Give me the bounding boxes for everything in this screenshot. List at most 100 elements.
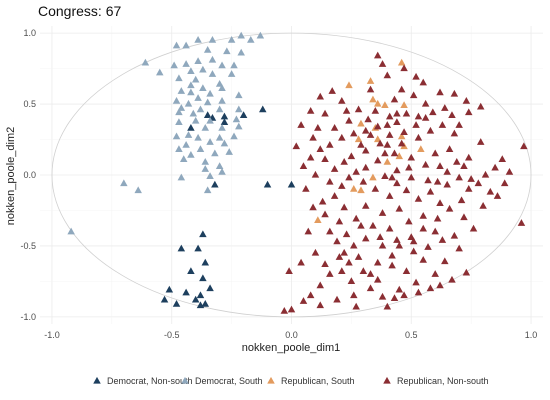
data-point — [414, 194, 423, 202]
data-point — [141, 58, 150, 66]
legend-marker — [383, 376, 391, 384]
data-point — [182, 41, 190, 49]
data-point — [383, 141, 392, 148]
data-point — [400, 291, 408, 299]
data-point — [333, 237, 341, 245]
data-point — [385, 224, 394, 232]
data-point — [431, 227, 439, 235]
data-point — [187, 267, 195, 275]
legend-label: Republican, Non-south — [397, 376, 489, 386]
data-point — [287, 180, 296, 188]
data-point — [395, 152, 404, 160]
data-point — [218, 123, 226, 131]
data-point — [285, 267, 293, 275]
data-point — [235, 91, 243, 99]
data-point — [175, 74, 183, 82]
data-point — [414, 133, 423, 141]
data-point — [203, 98, 212, 106]
data-point — [450, 129, 459, 137]
legend-item: Republican, Non-south — [383, 376, 489, 386]
data-point — [443, 167, 451, 175]
data-point — [328, 87, 336, 94]
y-axis-title: nokken_poole_dim2 — [5, 127, 17, 225]
data-point — [191, 75, 200, 83]
legend: Democrat, Non-south Democrat, South Republ… — [93, 376, 489, 386]
data-point — [385, 131, 394, 138]
data-point — [206, 138, 214, 145]
data-point — [206, 172, 214, 179]
data-point — [491, 163, 499, 171]
data-point — [397, 132, 406, 140]
data-point — [306, 153, 315, 161]
data-point — [208, 55, 217, 63]
data-point — [357, 119, 365, 127]
data-point — [235, 122, 243, 130]
data-point — [172, 97, 181, 104]
data-point — [520, 142, 528, 150]
data-point — [457, 196, 466, 204]
data-point — [393, 179, 401, 187]
data-point — [201, 165, 210, 172]
data-point — [218, 97, 226, 104]
data-point — [206, 284, 214, 292]
data-point — [230, 132, 238, 140]
data-point — [393, 236, 401, 243]
data-point — [326, 141, 334, 148]
data-point — [189, 109, 198, 117]
data-point — [218, 84, 226, 92]
data-point — [385, 192, 394, 199]
data-point — [405, 217, 413, 225]
data-point — [362, 202, 370, 209]
data-point — [280, 307, 289, 314]
legend-label: Democrat, Non-south — [107, 376, 193, 386]
data-points — [67, 31, 528, 314]
data-point — [237, 48, 245, 56]
data-point — [350, 241, 358, 249]
data-point — [400, 128, 408, 135]
data-point — [397, 139, 406, 147]
data-point — [429, 108, 437, 116]
data-point — [453, 158, 461, 165]
data-point — [120, 179, 128, 187]
data-point — [218, 167, 226, 175]
data-point — [350, 129, 358, 137]
data-point — [474, 179, 483, 187]
data-point — [464, 153, 473, 161]
data-point — [369, 221, 377, 229]
data-point — [354, 105, 363, 113]
data-point — [359, 267, 368, 275]
data-point — [438, 121, 447, 128]
legend-marker — [93, 376, 101, 384]
data-point — [373, 51, 382, 59]
data-point — [321, 155, 329, 162]
data-point — [347, 277, 356, 284]
data-point — [314, 123, 322, 131]
data-point — [177, 244, 186, 252]
data-point — [194, 244, 202, 252]
data-point — [505, 167, 514, 175]
data-point — [203, 45, 212, 53]
data-point — [402, 109, 411, 117]
y-tick-label: -0.5 — [20, 241, 36, 251]
data-point — [172, 132, 181, 140]
data-point — [409, 247, 418, 255]
data-point — [362, 146, 370, 154]
data-point — [436, 162, 444, 170]
data-point — [259, 105, 267, 113]
data-point — [316, 145, 324, 153]
data-point — [196, 291, 205, 299]
data-point — [357, 221, 365, 229]
data-point — [177, 173, 186, 181]
data-point — [227, 70, 236, 77]
data-point — [407, 233, 416, 241]
data-point — [177, 104, 186, 111]
data-point — [211, 180, 219, 188]
data-point — [321, 260, 329, 267]
data-point — [445, 145, 454, 153]
data-point — [314, 216, 322, 223]
data-point — [172, 299, 181, 307]
legend-marker — [267, 376, 275, 384]
data-point — [179, 155, 188, 162]
data-point — [414, 288, 423, 296]
data-point — [338, 182, 346, 189]
